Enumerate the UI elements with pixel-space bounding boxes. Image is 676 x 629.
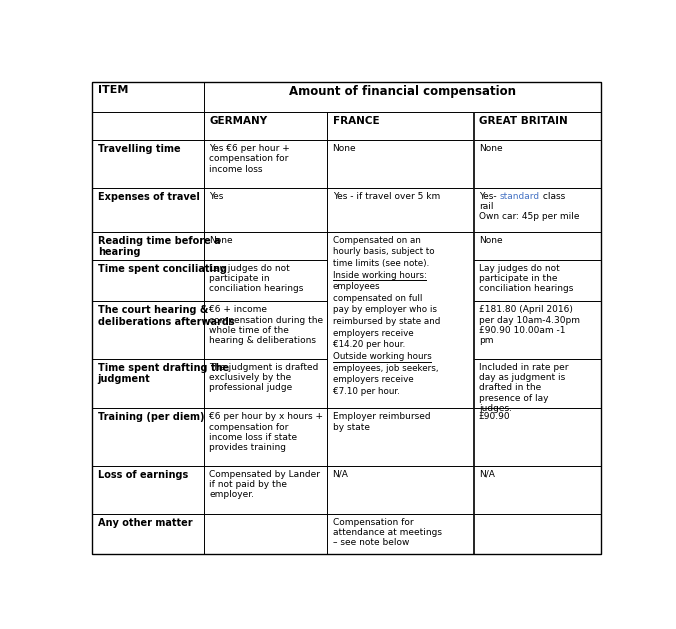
Text: Compensated by Lander
if not paid by the
employer.: Compensated by Lander if not paid by the… [210,470,320,499]
Bar [93,466,204,514]
Bar [473,359,600,408]
Text: N/A: N/A [333,470,348,479]
Bar [327,232,473,408]
Text: None: None [210,236,233,245]
Text: Any other matter: Any other matter [98,518,193,528]
Text: None: None [479,236,502,245]
Bar [473,408,600,466]
Text: GERMANY: GERMANY [210,116,268,126]
Text: €7.10 per hour.: €7.10 per hour. [333,387,400,396]
Text: Loss of earnings: Loss of earnings [98,470,188,480]
Bar [204,112,327,140]
Text: Reading time before a
hearing: Reading time before a hearing [98,236,220,257]
Text: GREAT BRITAIN: GREAT BRITAIN [479,116,568,126]
Bar [204,408,327,466]
Text: £181.80 (April 2016)
per day 10am-4.30pm
£90.90 10.00am -1
pm: £181.80 (April 2016) per day 10am-4.30pm… [479,305,580,345]
Text: Lay judges do not
participate in
conciliation hearings: Lay judges do not participate in concili… [210,264,304,293]
Text: Inside working hours:: Inside working hours: [333,270,427,279]
Bar [204,466,327,514]
Bar [204,514,327,554]
Bar [204,301,327,359]
Text: employers receive: employers receive [333,376,413,384]
Text: The judgment is drafted
exclusively by the
professional judge: The judgment is drafted exclusively by t… [210,363,319,392]
Bar [473,260,600,301]
Text: Time spent conciliating: Time spent conciliating [98,264,226,274]
Bar [204,82,600,112]
Text: employers receive: employers receive [333,329,413,338]
Text: The court hearing &
deliberations afterwards: The court hearing & deliberations afterw… [98,305,235,326]
Text: Lay judges do not
participate in the
conciliation hearings: Lay judges do not participate in the con… [479,264,573,293]
Text: Amount of financial compensation: Amount of financial compensation [289,86,516,99]
Bar [327,140,473,188]
Bar [93,188,204,232]
Text: €6 + income
compensation during the
whole time of the
hearing & deliberations: €6 + income compensation during the whol… [210,305,324,345]
Bar [327,188,473,232]
Bar [93,408,204,466]
Bar [204,188,327,232]
Bar [93,514,204,554]
Text: £90.90: £90.90 [479,412,510,421]
Bar [204,260,327,301]
Bar [93,82,204,112]
Text: Yes: Yes [210,192,224,201]
Text: Employer reimbursed
by state: Employer reimbursed by state [333,412,430,431]
Text: Yes - if travel over 5 km: Yes - if travel over 5 km [333,192,440,201]
Bar [93,301,204,359]
Text: Yes-: Yes- [479,192,500,201]
Text: None: None [333,144,356,153]
Text: Training (per diem): Training (per diem) [98,412,204,422]
Text: ITEM: ITEM [98,86,128,96]
Text: Compensated on an: Compensated on an [333,236,420,245]
Text: Included in rate per
day as judgment is
drafted in the
presence of lay
judges.: Included in rate per day as judgment is … [479,363,569,413]
Text: hourly basis, subject to: hourly basis, subject to [333,247,434,256]
Bar [327,112,473,140]
Text: time limits (see note).: time limits (see note). [333,259,429,268]
Text: €14.20 per hour.: €14.20 per hour. [333,340,405,350]
Text: employees, job seekers,: employees, job seekers, [333,364,438,373]
Bar [327,408,473,466]
Bar [204,359,327,408]
Bar [93,232,204,260]
Text: Time spent drafting the
judgment: Time spent drafting the judgment [98,363,229,384]
Text: rail: rail [479,202,493,211]
Text: None: None [479,144,502,153]
Bar [327,466,473,514]
Bar [473,301,600,359]
Bar [473,140,600,188]
Text: €6 per hour by x hours +
compensation for
income loss if state
provides training: €6 per hour by x hours + compensation fo… [210,412,323,452]
Bar [327,514,473,554]
Text: class: class [539,192,564,201]
Bar [473,466,600,514]
Text: Travelling time: Travelling time [98,144,180,154]
Bar [204,232,327,260]
Text: N/A: N/A [479,470,495,479]
Bar [473,188,600,232]
Bar [473,232,600,260]
Text: reimbursed by state and: reimbursed by state and [333,317,440,326]
Bar [473,514,600,554]
Bar [93,140,204,188]
Text: pay by employer who is: pay by employer who is [333,306,437,314]
Bar [93,359,204,408]
Text: Compensation for
attendance at meetings
– see note below: Compensation for attendance at meetings … [333,518,441,547]
Bar [204,140,327,188]
Text: Outside working hours: Outside working hours [333,352,431,361]
Text: employees: employees [333,282,380,291]
Text: Yes €6 per hour +
compensation for
income loss: Yes €6 per hour + compensation for incom… [210,144,290,174]
Text: compensated on full: compensated on full [333,294,422,303]
Bar [93,260,204,301]
Text: FRANCE: FRANCE [333,116,379,126]
Text: Expenses of travel: Expenses of travel [98,192,199,202]
Text: Own car: 45p per mile: Own car: 45p per mile [479,213,579,221]
Bar [473,112,600,140]
Text: standard: standard [500,192,539,201]
Bar [93,112,204,140]
